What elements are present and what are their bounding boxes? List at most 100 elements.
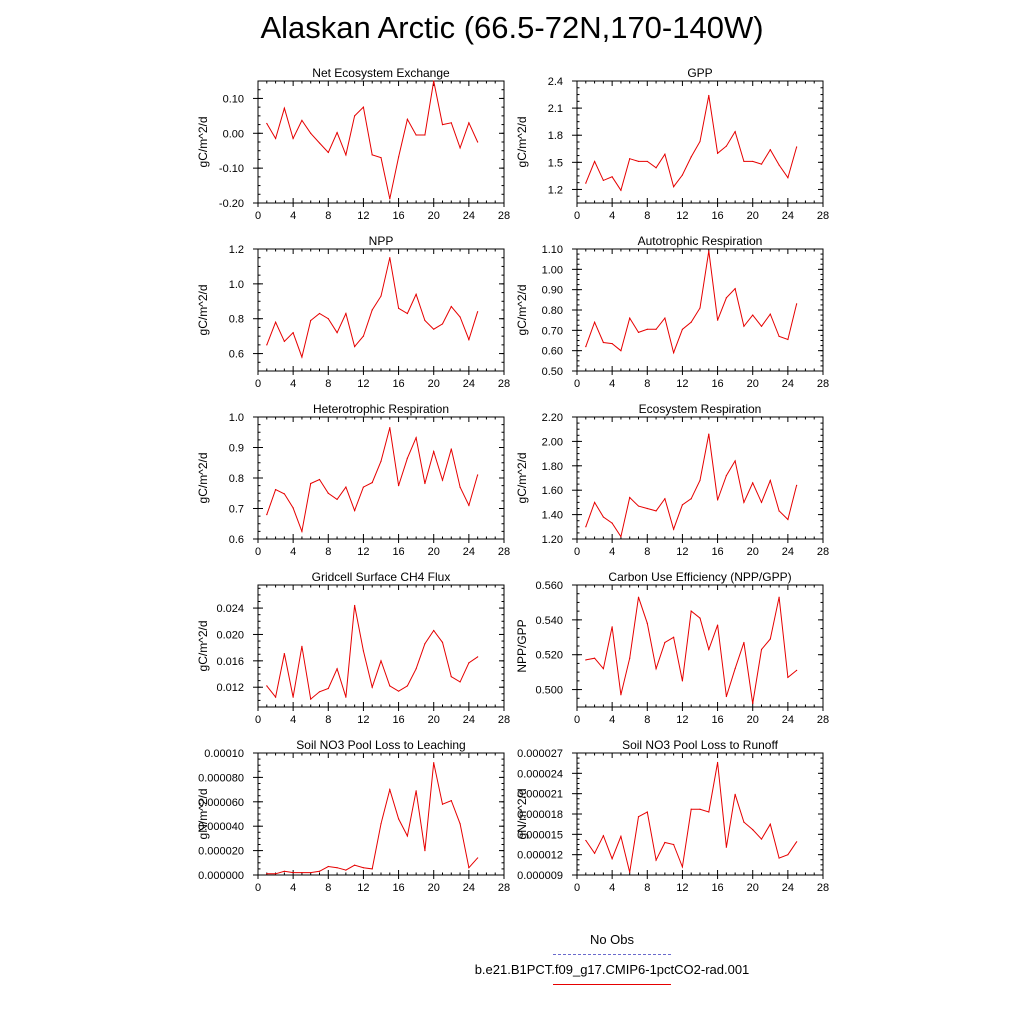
panel-10-xtick-label: 8 xyxy=(644,882,650,894)
panel-8-xtick-label: 12 xyxy=(676,714,688,726)
panel-6-data-point xyxy=(664,498,666,500)
panel-4-data-point xyxy=(752,314,754,316)
panel-2-data-point xyxy=(708,94,710,97)
panel-10-data-point xyxy=(664,841,666,844)
panel-6-data-point xyxy=(585,526,587,528)
panel-4-data-point xyxy=(629,317,631,319)
panel-1-ytick-label: -0.20 xyxy=(219,198,244,210)
panel-5-title: Heterotrophic Respiration xyxy=(313,402,449,416)
panel-7-data-point xyxy=(362,650,365,652)
panel-6-data-point xyxy=(620,535,622,538)
panel-4-ytick-label: 0.70 xyxy=(542,325,563,337)
panel-9-data-point xyxy=(450,799,452,802)
panel-10-data-point xyxy=(725,846,727,848)
panel-1-data-point xyxy=(389,198,391,200)
panel-5-xtick-label: 4 xyxy=(290,546,296,558)
panel-8-series-line xyxy=(585,597,797,704)
panel-7-data-point xyxy=(345,696,347,698)
panel-2-data-point xyxy=(778,164,780,166)
panel-9-xtick-label: 20 xyxy=(428,882,440,894)
panel-9-data-point xyxy=(310,871,312,874)
panel-4-ylabel: gC/m^2/d xyxy=(515,285,529,336)
panel-9-data-point xyxy=(354,864,356,866)
panel-10-data-point xyxy=(593,852,596,854)
panel-7-data-point xyxy=(406,685,408,687)
panel-2-data-point xyxy=(611,176,613,178)
panel-7-ytick-label: 0.012 xyxy=(216,682,244,694)
panel-2-data-point xyxy=(655,167,657,169)
panel-4-xtick-label: 4 xyxy=(609,378,615,390)
panel-8-data-point xyxy=(752,702,754,705)
panel-5-ytick-label: 0.9 xyxy=(229,443,244,455)
panel-4-ytick-label: 0.90 xyxy=(542,285,563,297)
panel-4-xtick-label: 12 xyxy=(676,378,688,390)
panel-3-xtick-label: 28 xyxy=(498,378,510,390)
panel-2-data-point xyxy=(725,145,727,147)
panel-7-ytick-label: 0.020 xyxy=(216,629,244,641)
panel-4-data-point xyxy=(743,325,745,327)
panel-4-data-point xyxy=(681,328,684,330)
panel-8-data-point xyxy=(585,659,587,661)
panel-5-data-point xyxy=(477,474,479,476)
panel-8-data-point xyxy=(708,648,710,651)
panel-6-ytick-label: 2.00 xyxy=(542,436,563,448)
panel-3-data-point xyxy=(336,332,338,334)
panel-3-xtick-label: 4 xyxy=(290,378,296,390)
panel-5-data-point xyxy=(274,488,277,491)
panel-7-ylabel: gC/m^2/d xyxy=(196,621,210,672)
panel-6-data-point xyxy=(593,501,596,503)
panel-2-xtick-label: 0 xyxy=(574,210,580,222)
panel-8-data-point xyxy=(664,641,666,644)
panel-7-data-point xyxy=(336,668,338,670)
panel-4-data-point xyxy=(690,321,692,323)
panel-1-title: Net Ecosystem Exchange xyxy=(312,66,450,80)
panel-6-data-point xyxy=(602,516,604,518)
panel-8-data-point xyxy=(629,657,631,659)
panel-9-data-point xyxy=(424,850,426,852)
panel-9-data-point xyxy=(459,823,461,825)
panel-4-data-point xyxy=(611,342,613,345)
panel-10-xtick-label: 12 xyxy=(676,882,688,894)
panel-7-ytick-label: 0.016 xyxy=(216,656,244,668)
panel-4-data-point xyxy=(646,328,648,330)
panel-7-data-point xyxy=(415,668,417,670)
panel-1-ytick-label: -0.10 xyxy=(219,163,244,175)
panel-3-xtick-label: 16 xyxy=(392,378,404,390)
panel-3-data-point xyxy=(354,346,356,348)
panel-6-data-point xyxy=(760,501,763,503)
panel-7-xtick-label: 24 xyxy=(463,714,475,726)
panel-5-data-point xyxy=(371,481,373,484)
panel-5-data-point xyxy=(433,450,435,453)
panel-8-xtick-label: 20 xyxy=(747,714,759,726)
panel-1-data-point xyxy=(477,141,479,143)
panel-7-data-point xyxy=(433,629,435,632)
panel-8-data-point xyxy=(673,636,675,638)
panel-7-data-point xyxy=(441,641,444,643)
panel-3-data-point xyxy=(441,323,444,325)
panel-10-data-point xyxy=(637,816,640,818)
panel-3-data-point xyxy=(292,332,294,334)
panel-1-data-point xyxy=(274,137,277,140)
panel-4-xtick-label: 16 xyxy=(711,378,723,390)
panel-4-data-point xyxy=(699,307,701,309)
panel-1-data-point xyxy=(415,134,417,136)
panel-7-data-point xyxy=(274,696,277,698)
panel-6-data-point xyxy=(725,474,727,477)
panel-9-data-point xyxy=(336,867,338,869)
panel-10-series-line xyxy=(585,762,798,873)
panel-1-data-point xyxy=(406,118,408,120)
panel-3-data-point xyxy=(371,309,373,311)
panel-10-data-point xyxy=(699,808,701,810)
panel-2-ytick-label: 1.2 xyxy=(548,184,563,196)
panel-6-data-point xyxy=(699,479,701,482)
panel-7-data-point xyxy=(477,656,479,658)
panel-6-ylabel: gC/m^2/d xyxy=(515,453,529,504)
panel-1-data-point xyxy=(336,131,338,134)
panel-8-data-point xyxy=(602,668,604,670)
panel-10-data-point xyxy=(585,839,587,842)
panel-4-data-point xyxy=(673,352,675,354)
panel-2-data-point xyxy=(743,160,745,163)
panel-4-data-point xyxy=(655,328,657,330)
panel-4-xtick-label: 20 xyxy=(747,378,759,390)
panel-6-data-point xyxy=(655,510,657,512)
